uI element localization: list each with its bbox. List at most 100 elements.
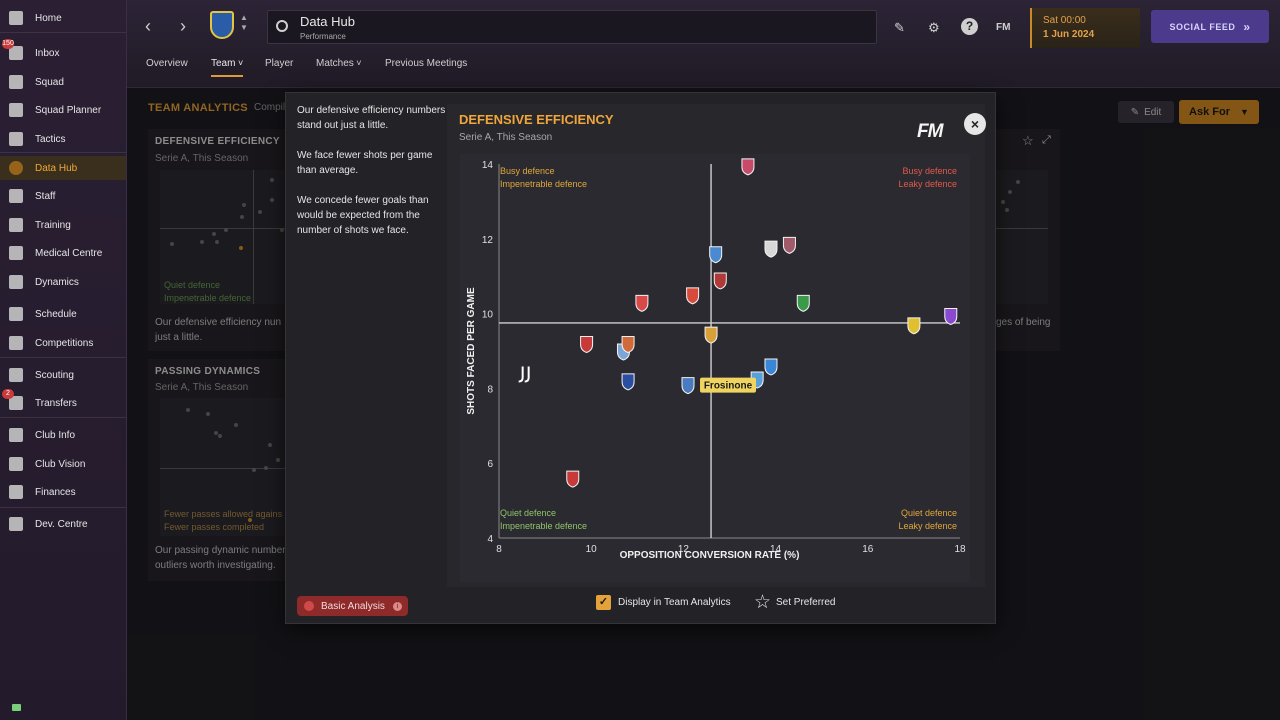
team-badge-point [686, 287, 700, 305]
quadrant-label-top-left: Busy defence [500, 166, 555, 176]
tab-team[interactable]: Team ˅ [211, 58, 244, 77]
team-badge-point [518, 366, 530, 383]
sidebar-item-label: Scouting [35, 369, 74, 381]
date-continue-box[interactable]: Sat 00:00 1 Jun 2024 [1030, 8, 1140, 48]
tab-previous-meetings[interactable]: Previous Meetings [385, 58, 467, 69]
defensive-efficiency-modal: Our defensive efficiency numbers stand o… [285, 92, 996, 624]
sidebar-item-squad[interactable]: Squad [0, 70, 126, 94]
x-tick-label: 14 [770, 544, 782, 555]
card1-quadrant-label: Quiet defence [164, 280, 221, 290]
status-icon[interactable] [12, 704, 21, 711]
trend-icon [9, 517, 23, 531]
sidebar-item-label: Tactics [35, 133, 66, 145]
card1-dot [212, 232, 216, 236]
close-icon[interactable]: × [964, 113, 986, 135]
card3-text: ges of being [996, 317, 1051, 328]
expand-icon[interactable]: ⤢ [1042, 134, 1051, 146]
sidebar-item-club-vision[interactable]: Club Vision [0, 452, 126, 476]
tab-player[interactable]: Player [265, 58, 293, 69]
sidebar-item-label: Club Info [35, 429, 76, 441]
basic-analysis-button[interactable]: Basic Analysis i [297, 596, 408, 616]
sidebar: Home Inbox 150 Squad Squad Planner Tactics Dat… [0, 0, 127, 720]
ask-for-button[interactable]: Ask For ▼ [1179, 100, 1259, 124]
analysis-icon [304, 601, 314, 611]
sidebar-item-competitions[interactable]: Competitions [0, 331, 126, 355]
sidebar-item-label: Squad [35, 76, 64, 88]
sidebar-item-staff[interactable]: Staff [0, 184, 126, 208]
chart-subtitle: Serie A, This Season [459, 132, 553, 143]
sidebar-item-home[interactable]: Home [0, 6, 126, 30]
card2-dot-highlight [248, 518, 252, 522]
money-icon [9, 485, 23, 499]
card3-hline [996, 228, 1048, 229]
basic-analysis-label: Basic Analysis [321, 600, 385, 612]
sidebar-item-squad-planner[interactable]: Squad Planner [0, 98, 126, 122]
y-axis-title: SHOTS FACED PER GAME [466, 287, 477, 415]
back-arrow-icon[interactable]: ‹ [145, 16, 151, 36]
tab-matches[interactable]: Matches ˅ [316, 58, 362, 69]
sidebar-item-inbox[interactable]: Inbox 150 [0, 39, 126, 65]
card1-text: Our defensive efficiency nun just a litt… [155, 317, 282, 343]
sidebar-item-club-info[interactable]: Club Info [0, 423, 126, 447]
sidebar-item-label: Transfers [35, 397, 77, 409]
star-icon[interactable]: ☆ [754, 592, 772, 613]
sidebar-item-tactics[interactable]: Tactics [0, 127, 126, 151]
tab-overview[interactable]: Overview [146, 58, 188, 69]
social-feed-button[interactable]: SOCIAL FEED » [1151, 10, 1269, 43]
team-analytics-suffix: Compil [254, 102, 286, 113]
transfer-icon [9, 396, 23, 410]
y-tick-label: 10 [482, 310, 494, 321]
card1-dot [270, 198, 274, 202]
sidebar-item-transfers[interactable]: Transfers 2 [0, 389, 126, 415]
club-crest-icon[interactable] [210, 11, 234, 39]
quadrant-label-bottom-left: Quiet defence [500, 508, 556, 518]
card1-title: DEFENSIVE EFFICIENCY [155, 136, 280, 147]
team-badge-point [709, 246, 723, 264]
favourite-star-icon[interactable]: ☆ [1022, 133, 1034, 148]
team-badge-point [782, 236, 796, 254]
card2-dot [218, 434, 222, 438]
current-date: 1 Jun 2024 [1043, 29, 1095, 40]
edit-button[interactable]: ✎ Edit [1118, 101, 1174, 123]
home-icon [9, 11, 23, 25]
card3-dot [1008, 190, 1012, 194]
search-icon [276, 20, 288, 32]
people-icon [9, 275, 23, 289]
chart-title: DEFENSIVE EFFICIENCY [459, 112, 614, 127]
search-box[interactable]: Data Hub Performance [267, 10, 877, 44]
sidebar-item-dynamics[interactable]: Dynamics [0, 270, 126, 294]
set-preferred-label[interactable]: Set Preferred [776, 597, 836, 608]
x-tick-label: 8 [496, 544, 502, 555]
pencil-icon[interactable]: ✎ [894, 20, 905, 35]
highlight-tooltip-box [700, 377, 757, 393]
sidebar-item-training[interactable]: Training [0, 213, 126, 237]
tab-label: Overview [146, 58, 188, 69]
team-badge-point [764, 358, 778, 376]
quadrant-label-top-right: Leaky defence [898, 179, 957, 189]
fm-icon[interactable]: FM [996, 22, 1011, 33]
shirt-icon [9, 75, 23, 89]
quadrant-label-bottom-right: Leaky defence [898, 521, 957, 531]
edit-label: Edit [1144, 106, 1162, 118]
sidebar-item-schedule[interactable]: Schedule [0, 302, 126, 326]
briefcase-icon [9, 457, 23, 471]
brain-icon[interactable]: ⚙ [928, 20, 940, 35]
sidebar-item-scouting[interactable]: Scouting [0, 363, 126, 387]
card3-mini-plot [996, 170, 1048, 304]
sidebar-item-finances[interactable]: Finances [0, 480, 126, 504]
crest-switch-chevron-icon[interactable]: ▲ ▼ [240, 13, 248, 32]
forward-arrow-icon[interactable]: › [180, 16, 186, 36]
insight-2: We face fewer shots per game than averag… [297, 150, 433, 176]
sidebar-item-data-hub[interactable]: Data Hub [0, 156, 126, 180]
sidebar-item-label: Staff [35, 190, 56, 202]
magnifier-icon [9, 368, 23, 382]
sidebar-item-medical-centre[interactable]: Medical Centre [0, 241, 126, 265]
team-badge-point [621, 373, 635, 391]
sidebar-item-label: Dynamics [35, 276, 79, 288]
x-tick-label: 12 [678, 544, 690, 555]
sidebar-item-dev-centre[interactable]: Dev. Centre [0, 512, 126, 536]
y-tick-label: 8 [487, 384, 493, 395]
help-icon[interactable]: ? [961, 18, 978, 35]
clipboard-icon [9, 103, 23, 117]
display-in-team-analytics-checkbox[interactable]: ✓ [596, 595, 611, 610]
